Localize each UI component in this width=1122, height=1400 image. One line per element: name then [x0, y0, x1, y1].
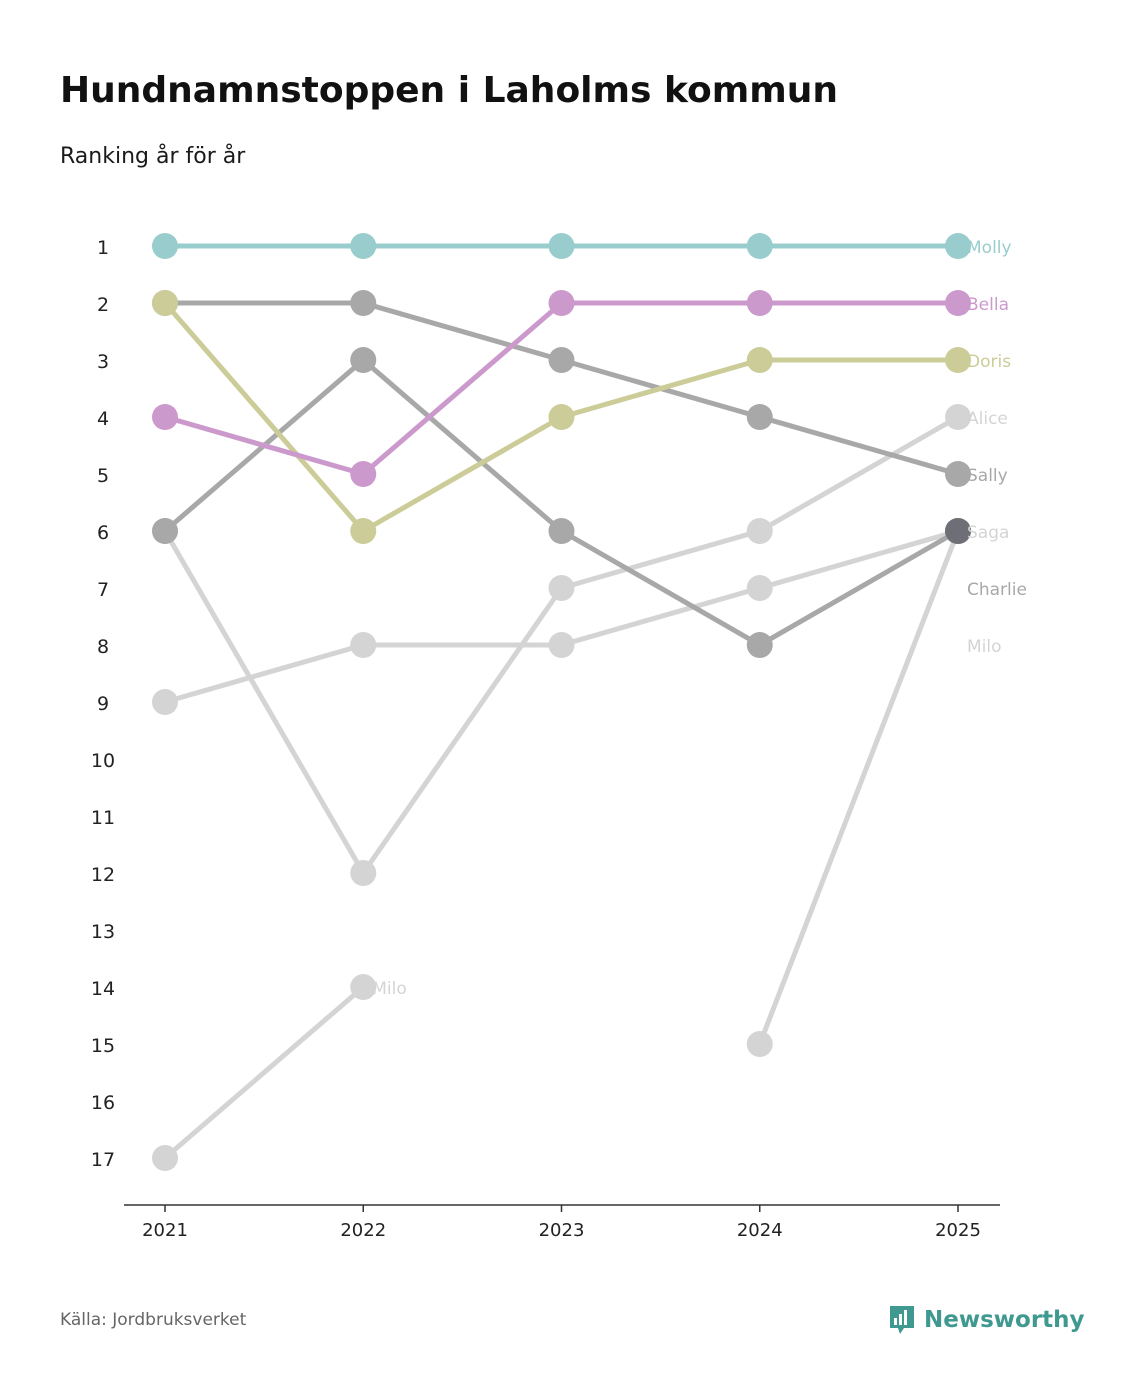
series-line-bella-0: [162, 300, 961, 477]
x-tick-label-2023: 2023: [539, 1220, 585, 1241]
end-label-doris: Doris: [967, 352, 1011, 372]
y-tick-label-15: 15: [91, 1035, 115, 1057]
point-sally-2024: [746, 404, 773, 430]
point-milo-2022: [350, 974, 377, 1000]
point-charlie-2023: [548, 575, 575, 601]
page-title: Hundnamnstoppen i Laholms kommun: [60, 70, 838, 111]
point-charlie-2022: [350, 860, 377, 886]
end-label-alice: Alice: [967, 409, 1008, 429]
series-lines: [162, 243, 961, 1161]
point-bella-2022: [350, 461, 377, 487]
point-bella-2025: [945, 290, 971, 316]
end-label-milo: Milo: [967, 637, 1002, 657]
point-milo-2021: [152, 1145, 178, 1171]
source-note: Källa: Jordbruksverket: [60, 1310, 247, 1330]
x-tick-label-2021: 2021: [142, 1220, 188, 1241]
point-molly-2021: [152, 233, 178, 259]
point-doris-2025: [945, 347, 971, 373]
y-tick-label-12: 12: [91, 864, 115, 886]
newsworthy-logo-icon: [890, 1306, 914, 1334]
y-tick-label-9: 9: [97, 693, 109, 715]
series-line-sally-0: [162, 300, 961, 477]
point-molly-2023: [548, 233, 575, 259]
point-bella-2023: [548, 290, 575, 316]
y-tick-label-8: 8: [97, 636, 109, 658]
point-molly-2024: [746, 233, 773, 259]
page-subtitle: Ranking år för år: [60, 144, 246, 169]
series-line-saga-0: [757, 528, 961, 1047]
y-tick-label-3: 3: [97, 351, 109, 373]
point-frasse-2024: [746, 632, 773, 658]
point-saga-2024: [746, 1031, 773, 1057]
point-alice-2022: [350, 632, 377, 658]
point-charlie-2025: [945, 404, 971, 430]
point-molly-2025: [945, 233, 971, 259]
end-labels: Molly Bella Doris Alice Sally Saga Charlie Milo…: [372, 238, 1027, 999]
inline-label-milo: Milo: [372, 979, 407, 999]
y-tick-label-10: 10: [91, 750, 115, 772]
point-alice-2023: [548, 632, 575, 658]
end-label-saga: Saga: [967, 523, 1009, 543]
point-sally-2022: [350, 290, 377, 316]
y-tick-label-1: 1: [97, 237, 109, 259]
series-points: [152, 233, 971, 1171]
y-tick-label-13: 13: [91, 921, 115, 943]
x-tick-label-2022: 2022: [340, 1220, 386, 1241]
y-tick-label-16: 16: [91, 1092, 115, 1114]
point-charlie-2024: [746, 518, 773, 544]
y-tick-label-2: 2: [97, 294, 109, 316]
end-label-bella: Bella: [967, 295, 1009, 315]
point-molly-2022: [350, 233, 377, 259]
point-bella-2024: [746, 290, 773, 316]
point-frasse-2021: [152, 518, 178, 544]
y-tick-label-7: 7: [97, 579, 109, 601]
point-bella-2021: [152, 404, 178, 430]
y-tick-label-11: 11: [91, 807, 115, 829]
point-sally-2025: [945, 461, 971, 487]
point-sally-2023: [548, 347, 575, 373]
end-label-sally: Sally: [967, 466, 1008, 486]
y-tick-label-6: 6: [97, 522, 109, 544]
y-tick-label-17: 17: [91, 1149, 115, 1171]
point-doris-2023: [548, 404, 575, 430]
point-alice-2021: [152, 689, 178, 715]
point-doris-2021: [152, 290, 178, 316]
brand-logo[interactable]: Newsworthy: [888, 1304, 1085, 1336]
x-tick-label-2025: 2025: [935, 1220, 981, 1241]
x-tick-label-2024: 2024: [737, 1220, 783, 1241]
series-line-milo-0: [162, 984, 366, 1161]
end-label-charlie: Charlie: [967, 580, 1027, 600]
brand-name: Newsworthy: [924, 1307, 1085, 1333]
series-line-alice-0: [162, 528, 961, 705]
y-tick-label-5: 5: [97, 465, 109, 487]
y-tick-label-4: 4: [97, 408, 109, 430]
point-frasse-2023: [548, 518, 575, 544]
y-tick-label-14: 14: [91, 978, 115, 1000]
point-frasse-2022: [350, 347, 377, 373]
end-label-molly: Molly: [967, 238, 1012, 258]
point-doris-2022: [350, 518, 377, 544]
point-alice-2024: [746, 575, 773, 601]
series-line-frasse-0: [162, 357, 961, 648]
point-doris-2024: [746, 347, 773, 373]
highlight-point-0: [945, 518, 971, 544]
